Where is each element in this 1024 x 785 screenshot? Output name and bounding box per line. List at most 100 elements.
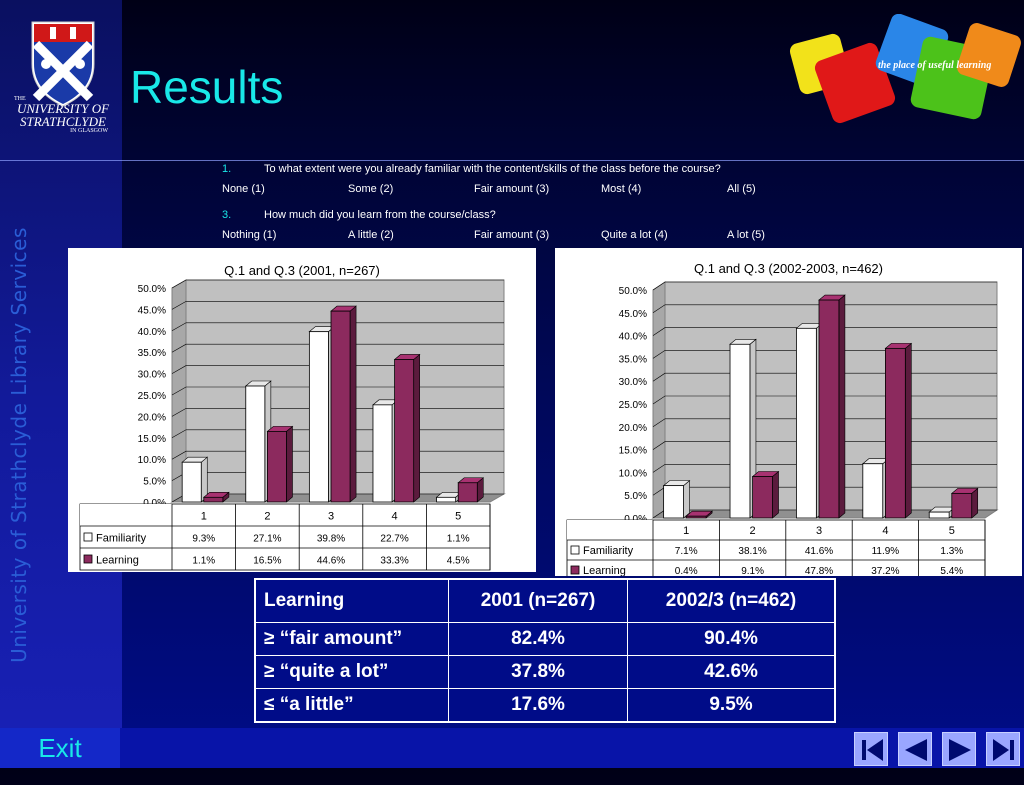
bar-side-familiarity	[683, 479, 690, 519]
bar-familiarity	[245, 385, 266, 503]
y-tick-label: 20.0%	[138, 412, 166, 423]
legend-label-learning: Learning	[96, 554, 139, 566]
first-slide-button[interactable]	[854, 732, 888, 766]
y-tick-label: 50.0%	[619, 286, 647, 297]
logo-text-university: UNIVERSITY OF	[16, 101, 110, 116]
table-cell-label: ≥ “fair amount”	[254, 622, 449, 656]
table-header-2002-3: 2002/3 (n=462)	[627, 578, 836, 623]
x-tick-label: 3	[328, 510, 334, 522]
gridline	[652, 304, 997, 314]
gridline	[171, 301, 504, 310]
bar-side-learning	[772, 470, 779, 519]
table-cell-value: 37.8%	[448, 655, 628, 689]
y-tick-label: 40.0%	[619, 332, 647, 343]
q1-option-1: None (1)	[222, 183, 265, 195]
legend-label-familiarity: Familiarity	[96, 532, 147, 544]
header-divider	[0, 160, 1024, 161]
learning-summary-table: Learning 2001 (n=267) 2002/3 (n=462) ≥ “…	[254, 578, 836, 723]
data-label: 9.1%	[741, 566, 764, 576]
legend-swatch-learning	[83, 554, 93, 564]
question-1: 1. To what extent were you already famili…	[222, 163, 721, 175]
x-tick-label: 5	[455, 510, 461, 522]
data-label: 47.8%	[805, 566, 833, 576]
y-tick-label: 20.0%	[619, 423, 647, 434]
chart-2002-2003-svg: Q.1 and Q.3 (2002-2003, n=462)0.0%5.0%10…	[566, 261, 999, 581]
q3-option-2: A little (2)	[348, 229, 394, 241]
bar-learning	[330, 310, 351, 503]
y-tick-label: 5.0%	[143, 477, 166, 488]
question-3-number: 3.	[222, 209, 232, 221]
table-header-learning: Learning	[254, 578, 449, 623]
first-slide-icon	[862, 739, 883, 761]
sidebar-caption: University of Strathclyde Library Servic…	[7, 227, 31, 663]
bar-learning	[685, 515, 707, 519]
x-tick-label: 5	[949, 525, 955, 537]
y-tick-label: 15.0%	[138, 434, 166, 445]
chart-title: Q.1 and Q.3 (2001, n=267)	[224, 263, 380, 278]
chart-title: Q.1 and Q.3 (2002-2003, n=462)	[694, 261, 883, 276]
data-label: 1.3%	[940, 546, 963, 557]
x-tick-label: 3	[816, 525, 822, 537]
data-label: 5.4%	[940, 566, 963, 576]
tagline-text: the place of useful learning	[878, 60, 992, 71]
y-tick-label: 25.0%	[138, 391, 166, 402]
university-logo: THE UNIVERSITY OF STRATHCLYDE IN GLASGOW	[10, 18, 116, 136]
bar-side-learning	[838, 294, 846, 519]
gridline	[171, 322, 504, 332]
table-row: ≥ “fair amount” 82.4% 90.4%	[254, 622, 836, 656]
q3-option-4: Quite a lot (4)	[601, 229, 668, 241]
y-tick-label: 15.0%	[619, 446, 647, 457]
bar-familiarity	[181, 461, 202, 503]
q3-option-3: Fair amount (3)	[474, 229, 550, 241]
table-cell-value: 42.6%	[627, 655, 836, 689]
gridline	[171, 343, 504, 353]
y-tick-label: 5.0%	[624, 491, 647, 502]
bar-learning	[394, 359, 415, 503]
y-tick-label: 0.0%	[143, 498, 166, 509]
table-cell-value: 82.4%	[448, 622, 628, 656]
x-tick-label: 1	[683, 525, 689, 537]
data-label: 27.1%	[253, 533, 281, 544]
table-row: ≤ “a little” 17.6% 9.5%	[254, 688, 836, 723]
y-tick-label: 35.0%	[619, 354, 647, 365]
data-label: 9.3%	[192, 533, 215, 544]
previous-slide-button[interactable]	[898, 732, 932, 766]
bar-familiarity	[928, 511, 950, 519]
y-tick-label: 45.0%	[138, 305, 166, 316]
bar-familiarity	[663, 485, 684, 519]
y-tick-label: 25.0%	[619, 400, 647, 411]
bar-side-learning	[905, 342, 912, 519]
previous-slide-icon	[905, 739, 927, 761]
y-tick-label: 50.0%	[138, 284, 166, 295]
footer-bar: Exit	[0, 728, 1024, 768]
bar-learning	[752, 476, 773, 519]
legend-label-familiarity: Familiarity	[583, 545, 634, 557]
bar-familiarity	[372, 404, 393, 503]
data-label: 44.6%	[317, 555, 345, 566]
table-cell-value: 90.4%	[627, 622, 836, 656]
legend-swatch-learning	[570, 565, 580, 575]
legend-swatch-familiarity	[570, 545, 580, 555]
last-slide-icon	[993, 739, 1014, 761]
bar-side-learning	[413, 353, 420, 503]
next-slide-button[interactable]	[942, 732, 976, 766]
bar-familiarity	[729, 343, 751, 519]
page-title: Results	[130, 61, 284, 113]
bar-familiarity	[436, 496, 457, 503]
x-tick-label: 2	[264, 510, 270, 522]
last-slide-button[interactable]	[986, 732, 1020, 766]
bar-learning	[457, 482, 478, 503]
y-tick-label: 45.0%	[619, 309, 647, 320]
exit-button[interactable]: Exit	[0, 728, 120, 768]
table-header-row: Learning 2001 (n=267) 2002/3 (n=462)	[254, 578, 836, 623]
bar-side-learning	[286, 425, 293, 503]
bar-familiarity	[862, 463, 884, 519]
bar-learning	[818, 299, 840, 519]
tagline-logo: the place of useful learning	[786, 13, 1022, 142]
question-3: 3. How much did you learn from the course…	[222, 209, 496, 221]
gridline	[652, 327, 997, 336]
q1-option-5: All (5)	[727, 183, 756, 195]
y-tick-label: 30.0%	[619, 377, 647, 388]
data-label: 1.1%	[447, 533, 470, 544]
q3-option-5: A lot (5)	[727, 229, 765, 241]
